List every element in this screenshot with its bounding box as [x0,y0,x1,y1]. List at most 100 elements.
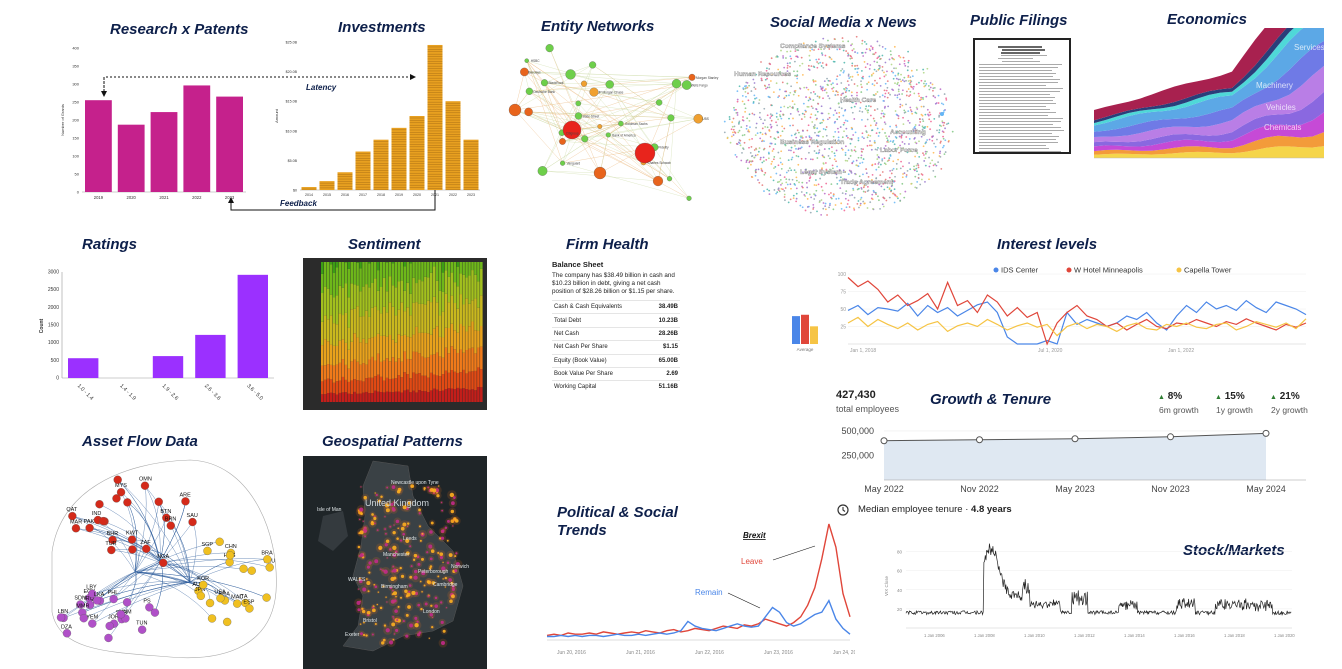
social-cluster-label: Compliance Systems [780,43,846,50]
political-social-title: Political & Social Trends [557,504,678,539]
geo-point [371,513,374,516]
geo-label: Manchester [383,552,409,558]
asset-node-label: PS [143,598,151,604]
entity-node [565,69,576,80]
geo-label: Norwich [451,564,469,570]
entity-label: Deutsche Bank [533,90,555,94]
geo-point [393,599,397,603]
asset-node-label: TUR [105,541,116,547]
ratings-xtick: 1.4 - 1.9 [118,383,137,402]
balance-sheet-heading: Balance Sheet [552,260,604,269]
sentiment-chart [303,258,487,410]
asset-node-label: JOR [108,615,119,621]
growth-point [976,436,983,444]
economics-label: Services [1294,43,1325,52]
geo-point [441,529,445,532]
geo-point [452,525,454,527]
geo-point [359,577,361,580]
geo-point [394,550,398,554]
geo-point [406,525,409,528]
geo-point [359,579,363,584]
asset-node [181,497,190,506]
entity-node [525,87,533,95]
geo-point [359,507,364,512]
geo-point [424,602,428,606]
asset-node [85,600,95,609]
growth-xtick: Nov 2022 [960,484,999,494]
geo-point [417,633,421,637]
geo-point [392,545,397,550]
geo-point [386,486,389,489]
asset-node-label: BRN [165,517,177,523]
geo-point [446,519,450,523]
geo-point [393,524,395,526]
geo-point [440,620,444,625]
brexit-line [546,523,851,637]
asset-node-label: PHL [108,590,119,596]
growth-chart: 500,000 250,000 May 2022 Nov 2022 May 2023 No… [841,426,1306,494]
growth-point [1262,429,1270,437]
entity-label: JP Morgan Chase [598,91,624,95]
geo-point [408,584,412,587]
geo-point [396,619,399,622]
asset-node [99,516,108,526]
asset-node-label: BTN [160,509,171,515]
geo-point [393,618,395,620]
vix-xtick: 1 Jan 2008 [974,633,995,638]
economics-layer [1094,65,1324,143]
entity-node [666,176,673,182]
total-employees-label: total employees [836,404,900,414]
geo-point [405,538,410,543]
asset-node-label: USA [214,589,226,595]
geo-point [436,494,440,498]
geo-point [450,581,454,585]
geo-label: Bristol [363,618,377,624]
geo-point [360,486,362,488]
asset-node-label: DZA [61,624,72,630]
asset-node-label: SDN [74,595,86,601]
geo-point [363,495,367,500]
social-media-news-title: Social Media x News [770,14,917,31]
investments-chart: $0 $5.0B $10.0B $15.0B $20.0B $25.0B Amount 201… [274,41,480,197]
geo-point [445,607,448,609]
growth-ytick: 500,000 [841,426,874,436]
investment-ylabel: Amount [274,108,279,123]
geo-point [400,526,405,531]
geo-point [417,603,421,607]
geo-point [446,561,450,565]
geo-point [414,591,419,596]
geo-point [363,621,365,624]
geo-point [397,527,399,530]
entity-node [560,160,566,166]
economics-label: Machinery [1256,81,1293,90]
geo-point [407,605,411,609]
asset-node [145,603,154,612]
growth-tenure-title: Growth & Tenure [930,391,1052,408]
growth-stat: ▲ 15% [1215,391,1245,402]
vix-ytick: 80 [897,550,903,555]
asset-node-label: MYS [115,483,127,489]
ratings-ytick: 1000 [48,340,59,346]
firm-health-panel: Balance Sheet The company has $38.49 bil… [552,260,680,394]
geo-point [366,580,371,586]
asset-node [162,513,171,522]
geo-point [396,537,399,540]
geo-point [385,628,390,633]
economics-layer [1094,40,1324,137]
research-ylabel: Number of Grants [60,104,65,136]
geo-point [394,609,398,613]
geo-point [393,591,398,596]
asset-node [245,604,254,613]
geo-point [418,631,422,634]
geo-point [448,553,453,558]
geo-point [393,576,397,580]
geo-point [399,566,402,570]
geo-point [454,519,459,523]
asset-node [263,555,272,564]
geo-point [364,535,367,538]
investment-ytick: $5.0B [288,159,298,163]
asset-node [265,563,274,572]
asset-node [205,598,215,608]
geo-point [455,552,458,555]
investment-xtick: 2023 [467,193,475,197]
